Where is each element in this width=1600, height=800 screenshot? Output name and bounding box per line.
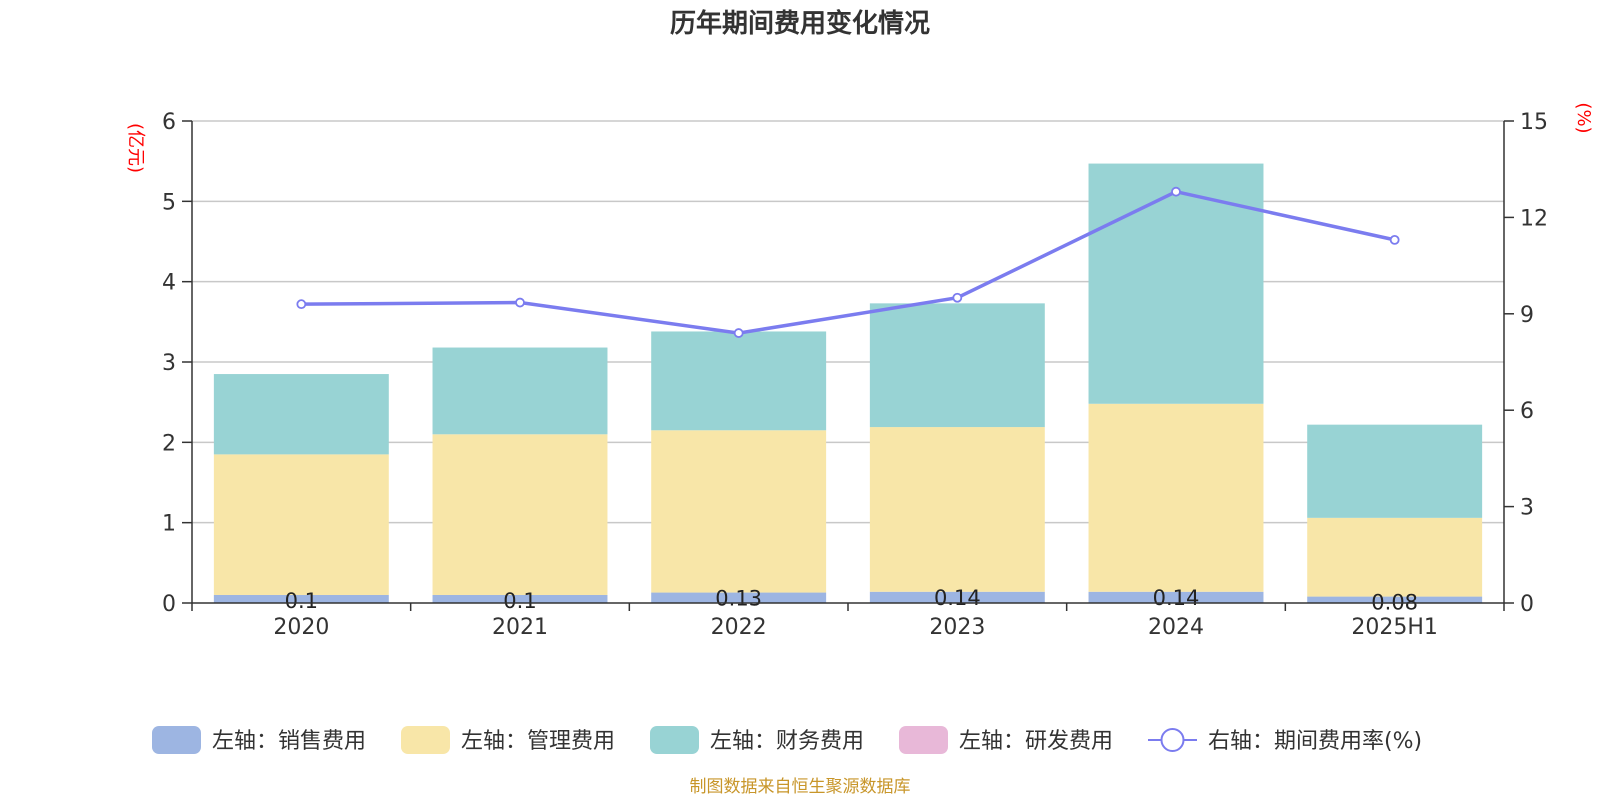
x-axis-tick-label: 2023 [929,615,985,640]
right-axis-tick-label: 0 [1520,592,1534,617]
right-axis-unit: (%) [1573,102,1594,133]
bar-segment [213,454,389,595]
bar-segment [1307,517,1483,597]
x-axis-tick-label: 2025H1 [1351,615,1438,640]
right-axis-tick-label: 12 [1520,206,1548,231]
bar-segment [213,594,389,603]
bar-label: 0.14 [1153,586,1200,610]
legend-label: 左轴：财务费用 [710,729,864,754]
legend-label: 右轴：期间费用率(%) [1208,729,1422,754]
rate-line-path [301,189,1396,335]
bar-label: 0.14 [934,586,981,610]
bar-segment [432,347,608,435]
rate-point [1389,234,1400,245]
left-axis-tick-label: 2 [162,431,176,456]
bar-segment [651,430,827,593]
legend-label: 左轴：管理费用 [461,729,615,754]
left-axis-tick-label: 5 [162,190,176,215]
rate-point [515,297,525,308]
bar-segment [651,592,827,603]
bar-label: 0.13 [715,587,762,611]
bar-segment [213,374,389,455]
legend: 左轴：销售费用 左轴：管理费用 左轴：财务费用 左轴：研发费用 右轴：期间费用率(%) [152,726,1422,754]
bar-label: 0.1 [285,589,318,613]
right-axis-tick-label: 15 [1520,110,1548,135]
bar-segment [432,594,608,603]
source-note: 制图数据来自恒生聚源数据库 [690,777,911,797]
left-axis-tick-label: 6 [162,110,176,135]
grid [192,120,1504,524]
left-axis-unit: (亿元) [125,123,146,173]
bar-label: 0.1 [503,589,536,613]
bar-segment [869,427,1045,592]
bar-segment [869,591,1045,603]
right-axis-tick-label: 6 [1520,399,1534,424]
x-axis-tick-label: 2022 [711,615,767,640]
bar-segment [1307,424,1483,518]
rate-point [952,292,963,303]
left-axis-tick-label: 0 [162,592,176,617]
legend-label: 左轴：销售费用 [212,729,366,754]
legend-marker [1160,728,1185,752]
legend-swatch [650,726,699,754]
bar-segment [432,434,608,595]
chart-title: 历年期间费用变化情况 [670,8,930,39]
bar-segment [1088,403,1264,592]
left-axis-tick-label: 4 [162,271,176,296]
rate-point [1171,186,1181,197]
rate-point [733,328,744,338]
right-axis-tick-label: 9 [1520,303,1534,328]
left-axis-tick-label: 3 [162,351,176,376]
legend-swatch [152,726,201,754]
x-axis-tick-label: 2021 [492,615,548,640]
rate-point [296,299,307,310]
right-axis-tick-label: 3 [1520,496,1534,521]
bar-segment [651,331,827,431]
legend-label: 左轴：研发费用 [959,729,1113,754]
rate-line [296,186,1400,338]
bar-segment [1088,591,1264,603]
x-axis-tick-label: 2020 [273,615,329,640]
legend-swatch [899,726,948,754]
left-axis-tick-label: 1 [162,512,176,537]
x-axis-tick-label: 2024 [1148,615,1204,640]
bars [213,163,1483,603]
bar-segment [1088,163,1264,404]
legend-swatch [401,726,450,754]
bar-segment [869,303,1045,428]
bar-segment [1307,596,1483,603]
